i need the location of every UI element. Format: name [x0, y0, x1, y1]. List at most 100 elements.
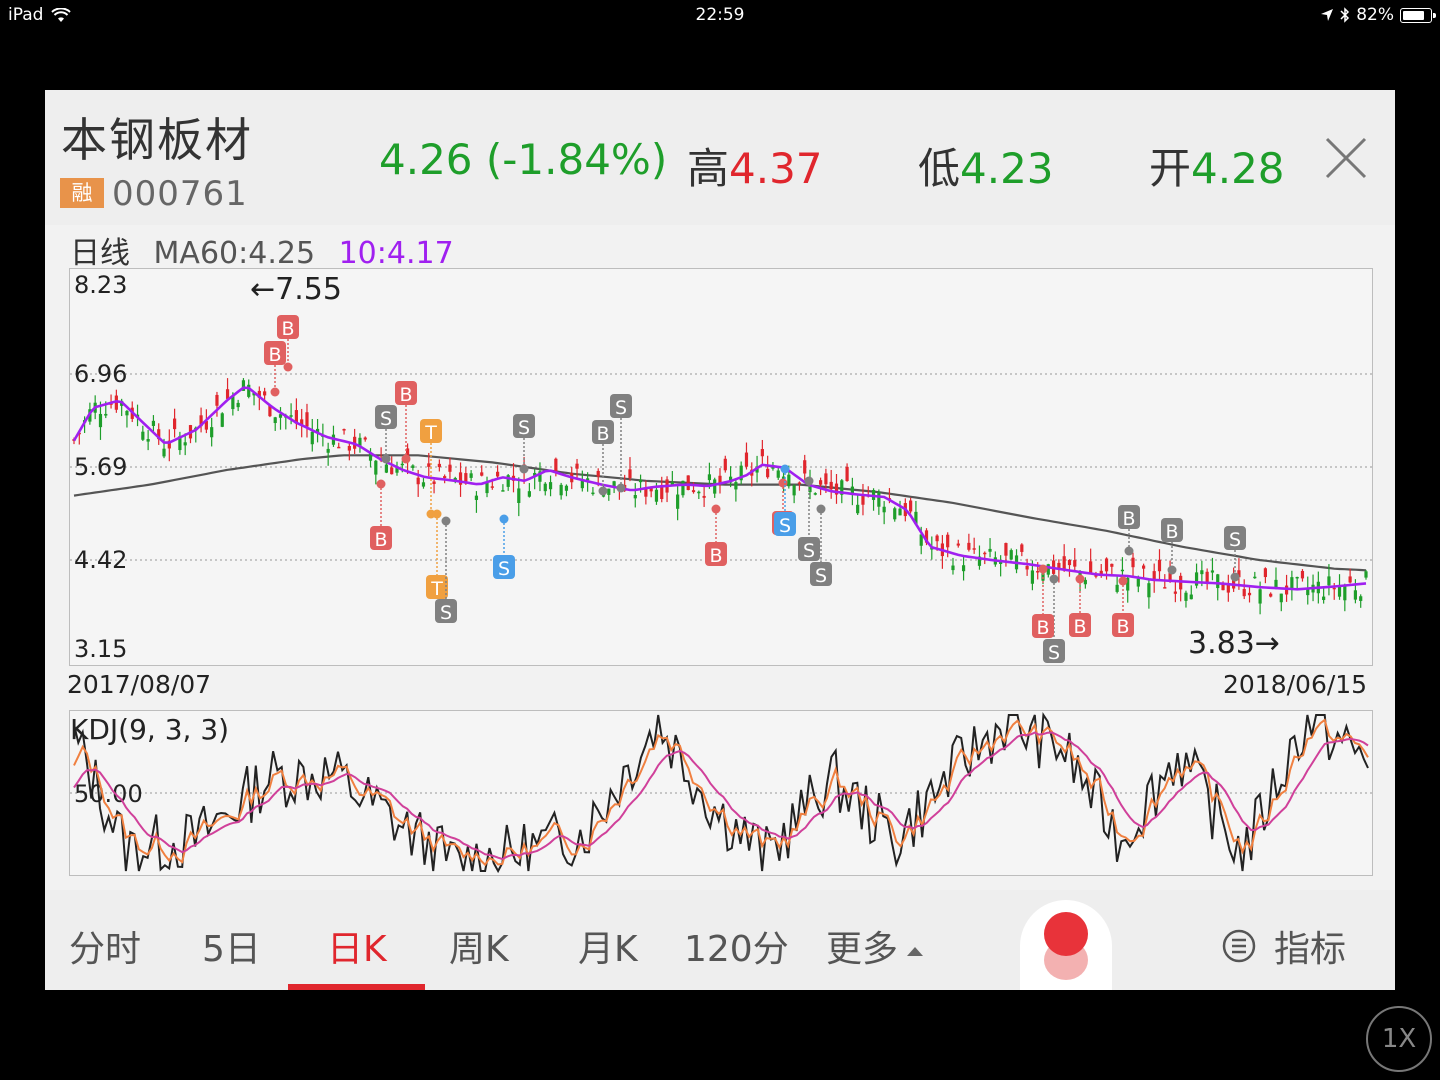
zoom-button[interactable]: 1X	[1366, 1006, 1432, 1072]
candle-body	[819, 480, 823, 485]
candle-body	[151, 420, 156, 426]
tab-weekly-k[interactable]: 周K	[449, 929, 509, 970]
candle-body	[776, 470, 780, 478]
candle-body	[220, 413, 224, 427]
candle-body	[517, 488, 521, 504]
signal-dot	[441, 516, 451, 526]
signal-label: S	[498, 558, 510, 580]
candle-body	[1163, 587, 1167, 589]
end-date: 2018/06/15	[1223, 670, 1368, 699]
signal-marker	[774, 512, 796, 536]
candle-body	[834, 483, 839, 495]
tab-monthly-k[interactable]: 月K	[578, 929, 638, 970]
signal-label: S	[1229, 529, 1241, 551]
y-tick-label: 3.15	[74, 635, 127, 663]
candle-body	[670, 482, 674, 486]
candle-body	[326, 448, 330, 453]
signal-label: S	[615, 397, 627, 419]
signal-dot	[598, 486, 608, 496]
candle-body	[1274, 579, 1278, 588]
candle-body	[98, 413, 103, 428]
price-change: 4.26 (-1.84%)	[379, 135, 668, 184]
candle-body	[247, 384, 251, 397]
candle-body	[1306, 588, 1310, 596]
tab-daily-k[interactable]: 日K	[327, 929, 387, 970]
candle-body	[1025, 565, 1029, 570]
candle-body	[183, 442, 187, 446]
tab-5day[interactable]: 5日	[202, 929, 261, 970]
signal-dot	[499, 514, 509, 524]
candle-body	[1036, 571, 1040, 573]
tab-120min[interactable]: 120分	[684, 929, 789, 970]
candle-body	[601, 495, 606, 497]
candle-body	[856, 504, 860, 514]
candle-body	[199, 415, 203, 427]
signal-label: B	[709, 545, 722, 567]
candle-body	[1194, 572, 1199, 586]
candle-body	[739, 465, 743, 481]
signal-dot	[432, 509, 442, 519]
candle-body	[167, 440, 171, 449]
candle-body	[146, 439, 150, 442]
low-quote: 低4.23	[918, 135, 1054, 196]
candle-body	[310, 431, 314, 445]
candle-body	[744, 452, 749, 467]
candle-body	[893, 508, 897, 520]
candle-body	[421, 482, 426, 487]
signal-dot	[376, 479, 386, 489]
signal-dot	[270, 387, 280, 397]
signal-marker	[370, 526, 392, 550]
candle-body	[225, 389, 230, 399]
candle-body	[1004, 543, 1008, 556]
candle-body	[543, 483, 547, 492]
candle-body	[289, 415, 293, 417]
tab-more[interactable]: 更多	[826, 920, 926, 972]
signal-label: T	[430, 578, 443, 600]
signal-dot	[401, 454, 411, 464]
tab-intraday[interactable]: 分时	[69, 929, 142, 970]
signal-dot	[1038, 564, 1048, 574]
candle-body	[1343, 585, 1347, 601]
candle-body	[416, 477, 420, 485]
record-button[interactable]	[1020, 900, 1112, 990]
candle-body	[723, 458, 727, 471]
candle-body	[898, 508, 902, 516]
candle-body	[956, 543, 960, 546]
candle-body	[1073, 560, 1077, 567]
signal-dot	[616, 483, 626, 493]
candle-body	[533, 472, 537, 477]
candle-body	[1094, 575, 1098, 577]
tab-more-label: 更多	[826, 929, 899, 970]
candlestick-chart[interactable]: 8.23 6.96 5.69 4.42 3.15 ←7.55 3.83→ B B S B T T B S S B…	[69, 268, 1373, 666]
candle-body	[437, 463, 441, 468]
active-tab-indicator	[288, 984, 425, 990]
high-quote: 高4.37	[687, 135, 823, 196]
candle-body	[427, 463, 431, 467]
signal-marker	[810, 562, 832, 586]
signal-marker	[435, 599, 457, 623]
candle-body	[204, 421, 208, 430]
candle-body	[559, 484, 563, 496]
candle-body	[257, 390, 261, 398]
candle-body	[999, 561, 1003, 564]
candle-body	[924, 530, 929, 543]
clock: 22:59	[695, 5, 745, 25]
candle-body	[771, 466, 775, 469]
close-icon[interactable]	[1323, 135, 1369, 181]
signal-label: B	[1122, 508, 1135, 530]
kdj-chart[interactable]: 50.00 KDJ(9, 3, 3)	[69, 710, 1373, 876]
indicator-button[interactable]: 指标	[1220, 920, 1346, 972]
candle-body	[861, 494, 865, 505]
signal-dot	[1049, 574, 1059, 584]
candle-body	[660, 484, 664, 500]
signal-dot	[1075, 574, 1085, 584]
caret-up-icon	[907, 947, 924, 956]
location-icon	[1321, 9, 1334, 21]
candle-body	[554, 458, 558, 472]
candle-body	[506, 475, 510, 487]
candle-body	[480, 472, 484, 476]
candle-body	[691, 490, 696, 493]
ma10-label: 10:4.17	[338, 236, 454, 271]
candle-body	[850, 486, 854, 494]
